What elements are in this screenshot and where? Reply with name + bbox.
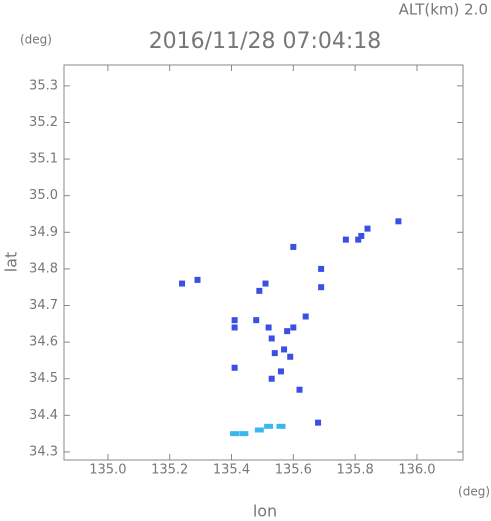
echo-cell	[364, 225, 371, 232]
y-tick-label: 35.3	[29, 78, 58, 93]
y-tick-label: 34.5	[29, 371, 58, 386]
echo-cell	[194, 276, 201, 283]
echo-cell	[179, 280, 186, 287]
altitude-label: ALT(km) 2.0	[399, 1, 488, 19]
echo-cell	[239, 431, 249, 437]
x-tick-label: 135.4	[213, 463, 250, 478]
x-tick-label: 135.8	[337, 463, 374, 478]
echo-cell	[231, 317, 238, 324]
echo-cell	[276, 423, 286, 429]
y-tick-label: 34.8	[29, 261, 58, 276]
echo-cell	[253, 317, 260, 324]
echo-cell	[271, 350, 278, 357]
echo-cell	[355, 236, 362, 243]
y-tick-label: 35.0	[29, 188, 58, 203]
x-tick-label: 136.0	[398, 463, 435, 478]
echo-cell	[287, 353, 294, 360]
echo-cell	[256, 287, 263, 294]
echo-cell	[231, 324, 238, 331]
y-tick-label: 34.6	[29, 335, 58, 350]
echo-cell	[296, 386, 303, 393]
y-unit: (deg)	[20, 33, 52, 47]
echo-cell	[230, 431, 240, 437]
echo-cell	[254, 427, 264, 433]
y-tick-label: 35.2	[29, 115, 58, 130]
echo-cell	[318, 284, 325, 291]
echo-cell	[318, 265, 325, 272]
echo-cell	[395, 218, 402, 225]
echo-cell	[342, 236, 349, 243]
y-tick-label: 34.9	[29, 225, 58, 240]
x-axis-label: lon	[253, 502, 277, 521]
echo-cell	[277, 368, 284, 375]
chart-title: 2016/11/28 07:04:18	[149, 29, 382, 54]
echo-cell	[268, 335, 275, 342]
echo-cell	[231, 364, 238, 371]
echo-cell	[290, 243, 297, 250]
y-tick-label: 35.1	[29, 152, 58, 167]
y-tick-label: 34.4	[29, 408, 58, 423]
x-tick-label: 135.0	[89, 463, 126, 478]
x-tick-label: 135.2	[151, 463, 188, 478]
echo-cell	[358, 232, 365, 239]
echo-cell	[302, 313, 309, 320]
echo-cell	[284, 328, 291, 335]
x-tick-label: 135.6	[275, 463, 312, 478]
echo-cell	[262, 280, 269, 287]
echo-cell	[268, 375, 275, 382]
echo-cell	[265, 324, 272, 331]
echo-cell	[315, 419, 322, 426]
echo-cell	[264, 423, 274, 429]
plot-frame	[63, 64, 464, 461]
echo-cell	[290, 324, 297, 331]
x-unit: (deg)	[458, 485, 490, 499]
y-tick-label: 34.7	[29, 298, 58, 313]
y-tick-label: 34.3	[29, 444, 58, 459]
y-axis-label: lat	[2, 252, 21, 273]
echo-cell	[281, 346, 288, 353]
